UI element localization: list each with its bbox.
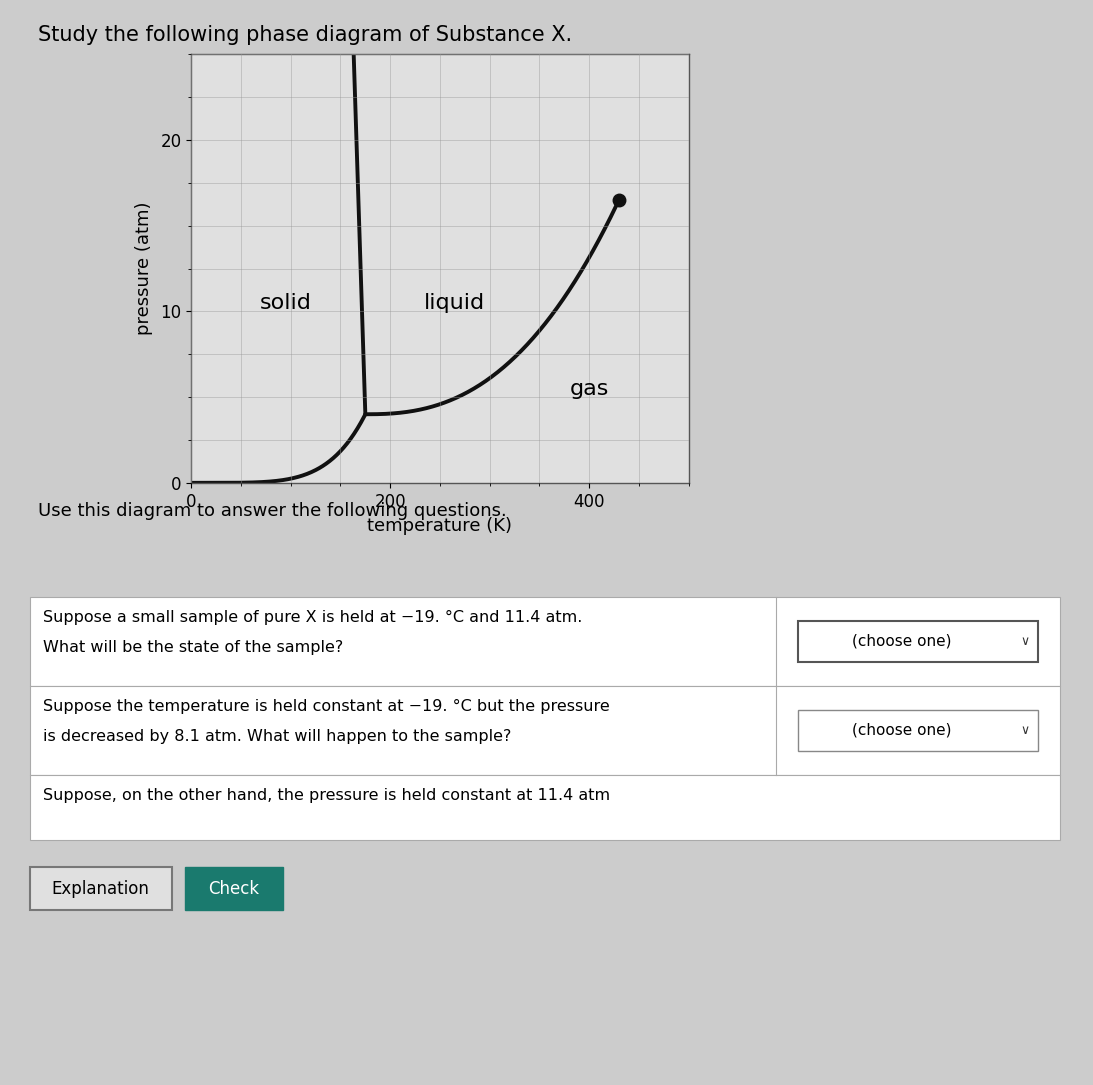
Text: ∨: ∨ bbox=[1021, 724, 1030, 737]
Text: Suppose the temperature is held constant at −19. °C but the pressure: Suppose the temperature is held constant… bbox=[43, 699, 610, 714]
Text: solid: solid bbox=[260, 293, 312, 312]
Text: What will be the state of the sample?: What will be the state of the sample? bbox=[43, 640, 343, 655]
Text: (choose one): (choose one) bbox=[851, 634, 952, 649]
Text: Study the following phase diagram of Substance X.: Study the following phase diagram of Sub… bbox=[38, 25, 573, 44]
Text: is decreased by 8.1 atm. What will happen to the sample?: is decreased by 8.1 atm. What will happe… bbox=[43, 729, 512, 744]
Text: gas: gas bbox=[569, 379, 609, 398]
Y-axis label: pressure (atm): pressure (atm) bbox=[136, 202, 153, 335]
Text: Suppose a small sample of pure X is held at −19. °C and 11.4 atm.: Suppose a small sample of pure X is held… bbox=[43, 610, 581, 625]
Text: (choose one): (choose one) bbox=[851, 723, 952, 738]
Text: Explanation: Explanation bbox=[51, 880, 150, 897]
Text: Use this diagram to answer the following questions.: Use this diagram to answer the following… bbox=[38, 502, 507, 521]
Text: liquid: liquid bbox=[424, 293, 485, 312]
X-axis label: temperature (K): temperature (K) bbox=[367, 518, 513, 536]
Text: Suppose, on the other hand, the pressure is held constant at 11.4 atm: Suppose, on the other hand, the pressure… bbox=[43, 788, 610, 803]
Text: Check: Check bbox=[209, 880, 259, 897]
Text: ∨: ∨ bbox=[1021, 635, 1030, 648]
